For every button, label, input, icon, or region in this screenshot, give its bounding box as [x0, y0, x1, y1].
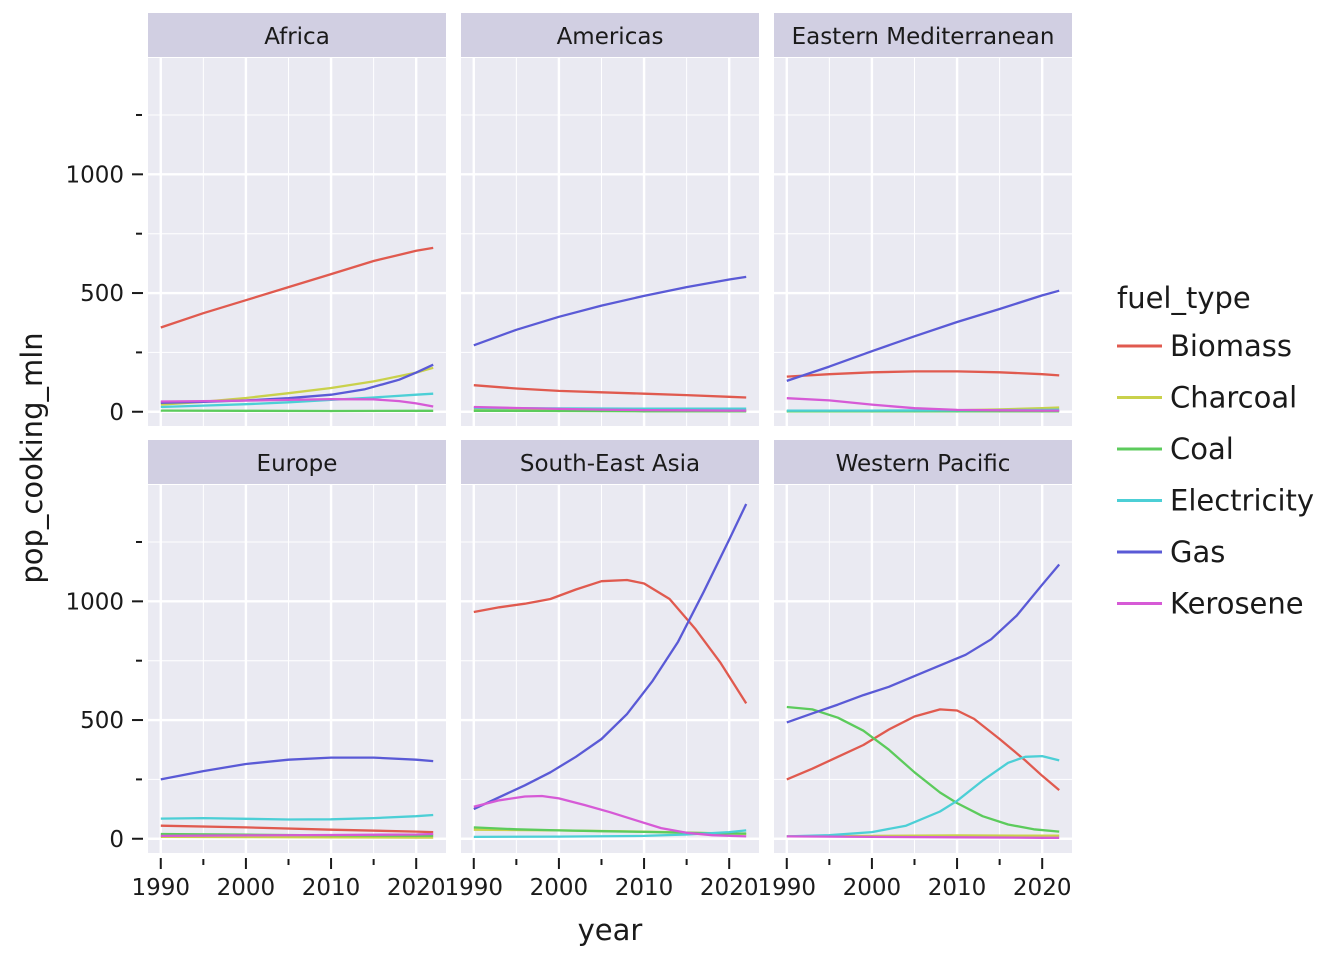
y-tick-label: 1000: [65, 589, 124, 615]
legend: fuel_type Biomass Charcoal Coal Electricity…: [1117, 281, 1314, 621]
panel-background-europe: [148, 485, 446, 853]
series-line-kerosene-europe: [160, 832, 434, 838]
legend-item-electricity: Electricity: [1117, 484, 1314, 518]
series-line-electricity-africa: [160, 392, 434, 409]
series-line-kerosene-western-pacific: [786, 835, 1060, 839]
panel-eastern-mediterranean: Eastern Mediterranean: [774, 13, 1072, 426]
facet-strip-africa: [148, 13, 446, 57]
legend-label-electricity: Electricity: [1170, 484, 1314, 518]
series-line-biomass-africa: [160, 246, 434, 329]
facet-strip-americas: [461, 13, 759, 57]
y-tick-label: 0: [109, 400, 124, 426]
series-line-biomass-south-east-asia: [473, 578, 748, 705]
panel-americas: Americas: [461, 13, 759, 426]
series-group-western-pacific: [786, 563, 1061, 839]
legend-item-kerosene: Kerosene: [1117, 587, 1304, 621]
facet-strip-europe: [148, 440, 446, 484]
x-tick-label: 2000: [530, 875, 589, 901]
panel-south-east-asia: South-East Asia 1990 2000 2010 2020: [444, 440, 759, 901]
series-line-kerosene-americas: [473, 405, 747, 412]
series-line-electricity-south-east-asia: [473, 829, 747, 839]
x-tick-label: 2020: [700, 875, 759, 901]
series-line-biomass-americas: [473, 384, 747, 399]
series-line-biomass-europe: [160, 824, 434, 834]
y-axis-title: pop_cooking_mln: [15, 332, 49, 583]
series-line-kerosene-africa: [160, 398, 434, 408]
panel-background-africa: [148, 58, 446, 426]
legend-item-biomass: Biomass: [1117, 329, 1292, 363]
panel-background-western-pacific: [774, 485, 1072, 853]
series-line-electricity-western-pacific: [786, 754, 1060, 838]
panel-europe: Europe 0 500 1000 1990 2000 2010 2020: [65, 440, 446, 901]
series-group-south-east-asia: [473, 503, 748, 839]
panel-background-eastern-mediterranean: [774, 58, 1072, 426]
x-tick-label: 1990: [757, 875, 816, 901]
legend-item-charcoal: Charcoal: [1117, 381, 1297, 415]
x-tick-label: 1990: [131, 875, 190, 901]
x-tick-label: 2020: [387, 875, 446, 901]
series-line-charcoal-europe: [160, 835, 434, 839]
panel-western-pacific: Western Pacific 1990 2000 2010 2020: [757, 440, 1072, 901]
facet-label-americas: Americas: [557, 24, 664, 50]
x-tick-label: 2010: [302, 875, 361, 901]
legend-label-charcoal: Charcoal: [1170, 381, 1297, 415]
y-tick-label: 500: [80, 708, 124, 734]
series-line-gas-south-east-asia: [473, 503, 748, 811]
facet-label-south-east-asia: South-East Asia: [520, 451, 700, 477]
x-tick-label: 2010: [928, 875, 987, 901]
facet-label-europe: Europe: [257, 451, 338, 477]
panel-background-south-east-asia: [461, 485, 759, 853]
x-tick-label: 1990: [444, 875, 503, 901]
facet-label-africa: Africa: [264, 24, 330, 50]
x-tick-label: 2000: [217, 875, 276, 901]
series-group-eastern-mediterranean: [786, 289, 1060, 413]
series-line-kerosene-south-east-asia: [473, 794, 747, 838]
series-group-americas: [473, 275, 747, 413]
series-line-gas-eastern-mediterranean: [786, 289, 1060, 382]
series-line-biomass-eastern-mediterranean: [786, 370, 1060, 378]
facet-strip-eastern-mediterranean: [774, 13, 1072, 57]
y-tick-label: 500: [80, 281, 124, 307]
x-tick-label: 2020: [1013, 875, 1072, 901]
series-line-electricity-europe: [160, 813, 434, 821]
legend-label-gas: Gas: [1170, 535, 1225, 569]
series-line-coal-western-pacific: [786, 705, 1060, 833]
x-axis-title: year: [578, 913, 643, 947]
panel-africa: Africa 0 500 1000: [65, 13, 446, 426]
panel-background-americas: [461, 58, 759, 426]
legend-label-kerosene: Kerosene: [1170, 587, 1304, 621]
legend-label-coal: Coal: [1170, 432, 1234, 466]
legend-label-biomass: Biomass: [1170, 329, 1292, 363]
facet-label-western-pacific: Western Pacific: [836, 451, 1011, 477]
series-line-gas-western-pacific: [786, 563, 1061, 724]
legend-item-gas: Gas: [1117, 535, 1225, 569]
legend-title: fuel_type: [1117, 281, 1251, 315]
facet-strip-western-pacific: [774, 440, 1072, 484]
series-group-africa: [160, 246, 434, 413]
facet-label-eastern-mediterranean: Eastern Mediterranean: [792, 24, 1055, 50]
series-group-europe: [160, 756, 434, 839]
series-line-gas-europe: [160, 756, 434, 781]
series-line-gas-americas: [473, 275, 747, 347]
legend-items: Biomass Charcoal Coal Electricity Gas Kerosen…: [1117, 329, 1314, 621]
facet-strip-south-east-asia: [461, 440, 759, 484]
y-tick-label: 0: [109, 827, 124, 853]
series-line-biomass-western-pacific: [786, 708, 1060, 791]
series-line-kerosene-eastern-mediterranean: [786, 397, 1060, 412]
y-tick-label: 1000: [65, 162, 124, 188]
x-tick-label: 2010: [615, 875, 674, 901]
panels-layer: Africa 0 500 1000 Americas Eastern Mediterran…: [65, 13, 1072, 901]
legend-item-coal: Coal: [1117, 432, 1234, 466]
x-tick-label: 2000: [843, 875, 902, 901]
